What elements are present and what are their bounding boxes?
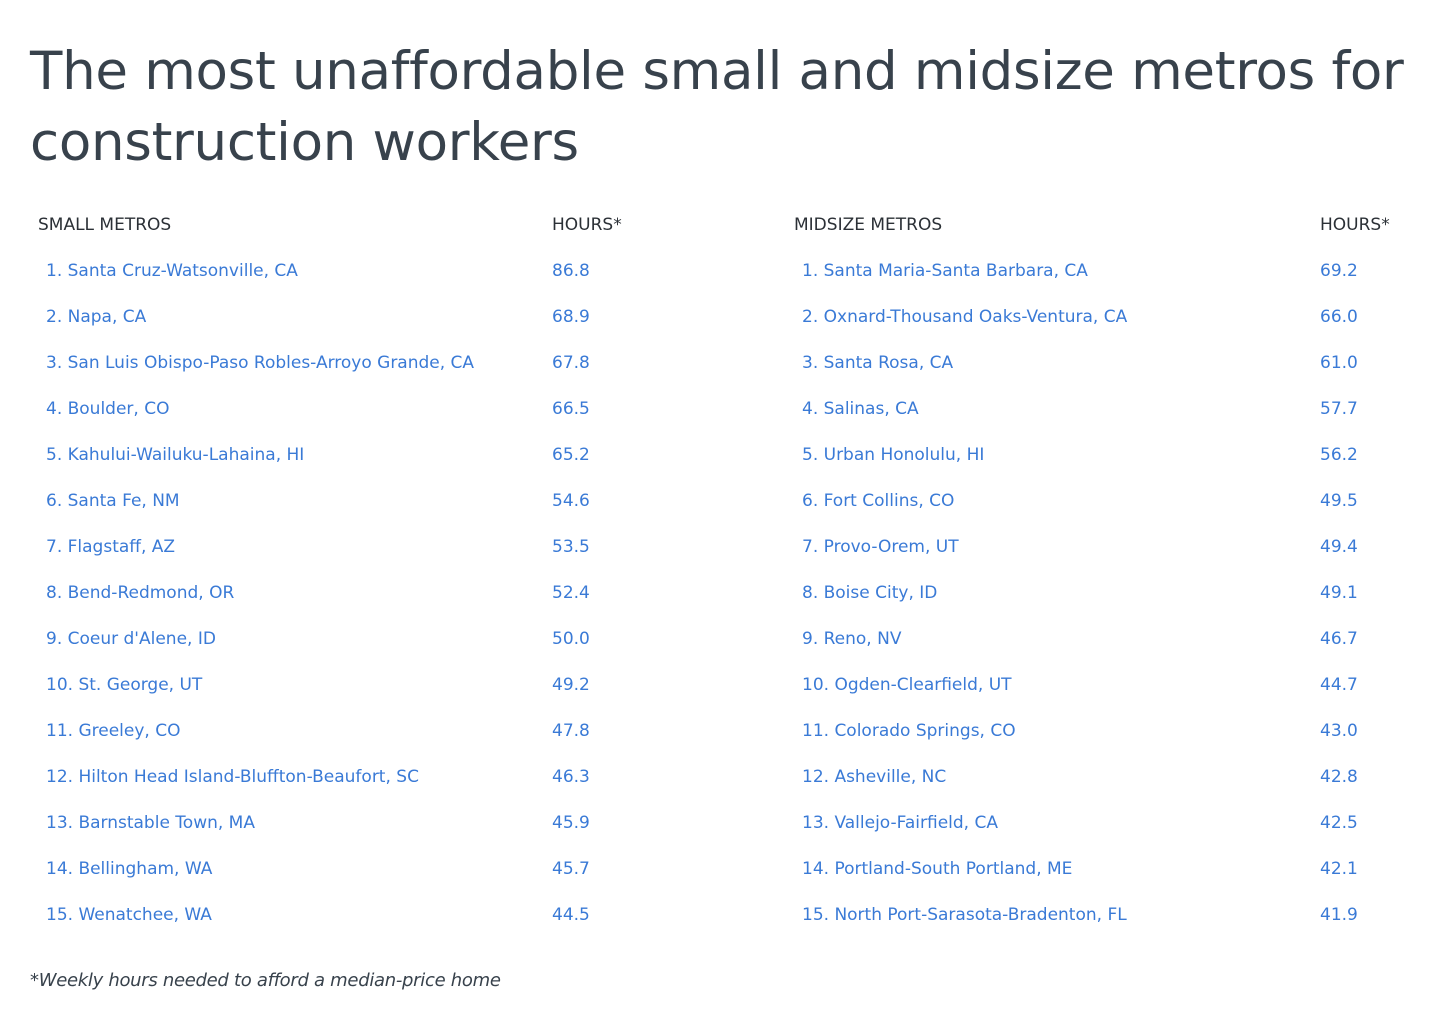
metro-name: 12. Hilton Head Island-Bluffton-Beaufort… <box>46 767 419 787</box>
hours-value: 44.5 <box>552 905 590 925</box>
hours-value: 45.7 <box>552 859 590 879</box>
hours-value: 66.5 <box>552 399 590 419</box>
metro-name: 6. Fort Collins, CO <box>802 491 955 511</box>
metro-name: 10. Ogden-Clearfield, UT <box>802 675 1012 695</box>
hours-value: 42.5 <box>1320 813 1358 833</box>
column-header-hours: HOURS* <box>552 215 622 235</box>
hours-value: 66.0 <box>1320 307 1358 327</box>
hours-value: 45.9 <box>552 813 590 833</box>
hours-value: 61.0 <box>1320 353 1358 373</box>
hours-value: 42.1 <box>1320 859 1358 879</box>
metro-name: 15. Wenatchee, WA <box>46 905 212 925</box>
hours-value: 50.0 <box>552 629 590 649</box>
hours-value: 44.7 <box>1320 675 1358 695</box>
hours-value: 69.2 <box>1320 261 1358 281</box>
metro-name: 2. Napa, CA <box>46 307 147 327</box>
hours-value: 86.8 <box>552 261 590 281</box>
metro-name: 13. Barnstable Town, MA <box>46 813 255 833</box>
metro-name: 11. Colorado Springs, CO <box>802 721 1016 741</box>
column-header-metro: MIDSIZE METROS <box>794 215 943 235</box>
metro-name: 6. Santa Fe, NM <box>46 491 180 511</box>
metro-name: 9. Coeur d'Alene, ID <box>46 629 216 649</box>
hours-value: 49.1 <box>1320 583 1358 603</box>
metro-name: 8. Bend-Redmond, OR <box>46 583 235 603</box>
column-header-metro: SMALL METROS <box>38 215 172 235</box>
metro-name: 8. Boise City, ID <box>802 583 938 603</box>
metro-name: 1. Santa Cruz-Watsonville, CA <box>46 261 298 281</box>
metro-name: 7. Flagstaff, AZ <box>46 537 176 557</box>
hours-value: 56.2 <box>1320 445 1358 465</box>
hours-value: 49.2 <box>552 675 590 695</box>
metro-name: 9. Reno, NV <box>802 629 902 649</box>
metro-name: 2. Oxnard-Thousand Oaks-Ventura, CA <box>802 307 1128 327</box>
metro-name: 11. Greeley, CO <box>46 721 181 741</box>
footnote: *Weekly hours needed to afford a median-… <box>30 970 501 991</box>
metro-name: 4. Salinas, CA <box>802 399 919 419</box>
hours-value: 65.2 <box>552 445 590 465</box>
hours-value: 54.6 <box>552 491 590 511</box>
hours-value: 49.5 <box>1320 491 1358 511</box>
hours-value: 52.4 <box>552 583 590 603</box>
hours-value: 53.5 <box>552 537 590 557</box>
hours-value: 42.8 <box>1320 767 1358 787</box>
page-title: The most unaffordable small and midsize … <box>30 41 1404 173</box>
metro-name: 5. Kahului-Wailuku-Lahaina, HI <box>46 445 305 465</box>
metro-name: 3. Santa Rosa, CA <box>802 353 954 373</box>
hours-value: 41.9 <box>1320 905 1358 925</box>
hours-value: 49.4 <box>1320 537 1358 557</box>
metro-name: 10. St. George, UT <box>46 675 203 695</box>
hours-value: 43.0 <box>1320 721 1358 741</box>
metro-name: 1. Santa Maria-Santa Barbara, CA <box>802 261 1088 281</box>
metro-name: 14. Bellingham, WA <box>46 859 213 879</box>
column-header-hours: HOURS* <box>1320 215 1390 235</box>
metro-name: 13. Vallejo-Fairfield, CA <box>802 813 998 833</box>
hours-value: 47.8 <box>552 721 590 741</box>
hours-value: 57.7 <box>1320 399 1358 419</box>
metro-name: 12. Asheville, NC <box>802 767 947 787</box>
metro-name: 15. North Port-Sarasota-Bradenton, FL <box>802 905 1127 925</box>
hours-value: 68.9 <box>552 307 590 327</box>
metro-name: 5. Urban Honolulu, HI <box>802 445 985 465</box>
metro-name: 3. San Luis Obispo-Paso Robles-Arroyo Gr… <box>46 353 475 373</box>
metro-name: 7. Provo-Orem, UT <box>802 537 959 557</box>
metro-name: 4. Boulder, CO <box>46 399 170 419</box>
hours-value: 46.3 <box>552 767 590 787</box>
hours-value: 67.8 <box>552 353 590 373</box>
hours-value: 46.7 <box>1320 629 1358 649</box>
metro-name: 14. Portland-South Portland, ME <box>802 859 1073 879</box>
